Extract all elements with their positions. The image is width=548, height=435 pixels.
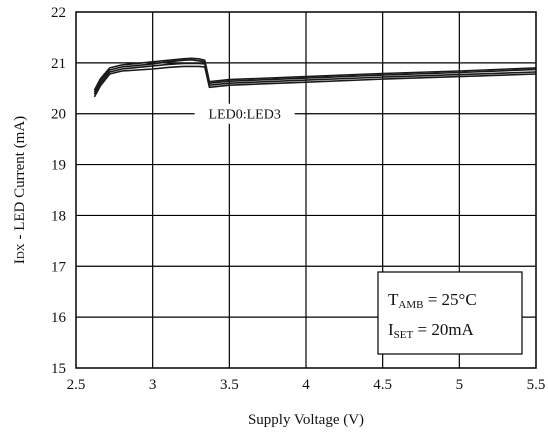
led-series-line-2 — [93, 59, 537, 93]
x-tick-label: 5.5 — [527, 377, 546, 393]
annotations: LED0:LED3 — [194, 103, 295, 124]
series-lines — [93, 57, 537, 98]
y-tick-label: 18 — [51, 208, 66, 224]
y-tick-label: 16 — [51, 310, 67, 326]
y-tick-label: 22 — [51, 5, 66, 21]
x-tick-label: 4.5 — [373, 377, 392, 393]
y-tick-label: 15 — [51, 361, 66, 377]
tick-labels: 2.5 3 3.5 4 4.5 5 5.5 15 16 17 18 19 20 21 22 — [51, 5, 545, 393]
y-tick-label: 17 — [51, 259, 67, 275]
conditions-box: TAMB = 25°C ISET = 20mA — [377, 271, 523, 355]
conditions-box-frame — [377, 271, 523, 355]
led-series-line-1 — [93, 62, 537, 95]
condition-temperature: TAMB = 25°C — [388, 290, 477, 311]
gridlines — [76, 12, 536, 368]
led-series-line-0 — [93, 65, 537, 98]
annotation-background — [194, 103, 295, 124]
x-tick-label: 2.5 — [67, 377, 86, 393]
y-tick-label: 21 — [51, 56, 66, 72]
x-tick-label: 3 — [149, 377, 157, 393]
plot-area-frame — [75, 11, 537, 369]
x-tick-label: 3.5 — [220, 377, 239, 393]
y-axis-title: IDX - LED Current (mA) — [12, 116, 28, 264]
x-tick-label: 4 — [302, 377, 310, 393]
series-annotation-label: LED0:LED3 — [209, 108, 281, 123]
y-tick-label: 19 — [51, 158, 66, 174]
led-series-line-3 — [93, 57, 537, 91]
x-axis-title: Supply Voltage (V) — [248, 412, 364, 428]
y-tick-label: 20 — [51, 107, 66, 123]
x-tick-label: 5 — [456, 377, 464, 393]
condition-set-current: ISET = 20mA — [388, 320, 475, 341]
